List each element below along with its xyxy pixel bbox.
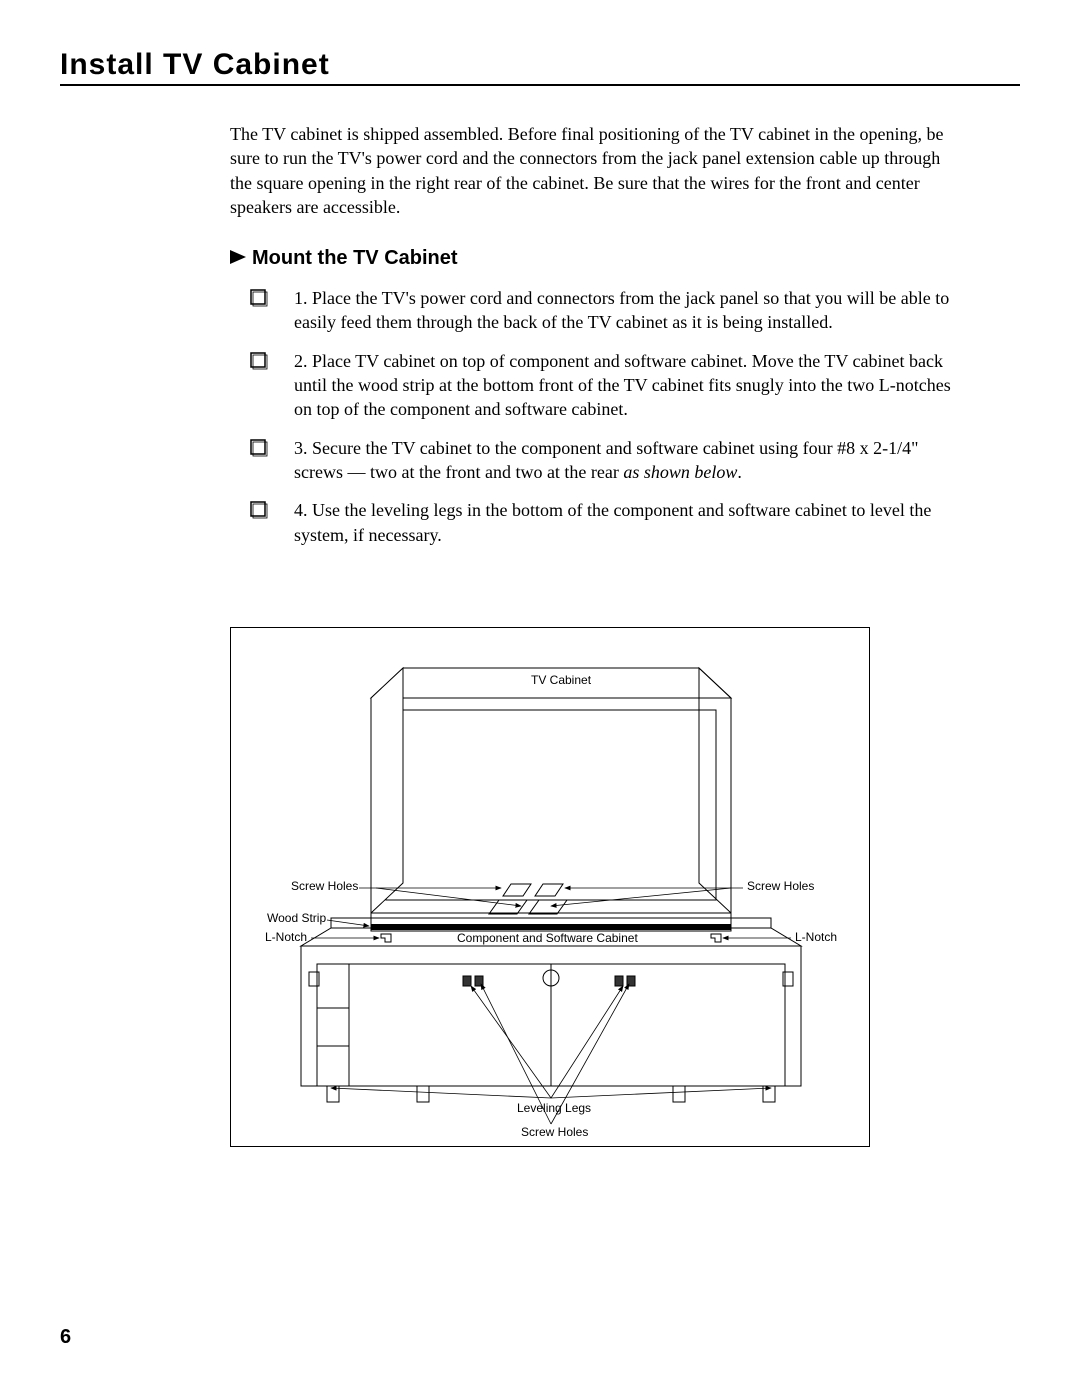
step-text-post: .: [737, 462, 742, 482]
step-text: Place TV cabinet on top of component and…: [294, 351, 951, 420]
checkbox-icon: [250, 501, 268, 525]
checkbox-icon: [250, 289, 268, 313]
step-text: Place the TV's power cord and connectors…: [294, 288, 949, 332]
step-text: Secure the TV cabinet to the component a…: [294, 438, 919, 482]
step-item: 4. Use the leveling legs in the bottom o…: [250, 498, 960, 547]
label-screw-holes-right: Screw Holes: [747, 879, 814, 893]
label-leveling-legs: Leveling Legs: [517, 1101, 591, 1115]
label-component-cabinet: Component and Software Cabinet: [457, 931, 638, 945]
label-screw-holes-left: Screw Holes: [291, 879, 358, 893]
label-l-notch-left: L-Notch: [265, 930, 307, 944]
step-item: 2. Place TV cabinet on top of component …: [250, 349, 960, 422]
arrow-right-icon: [230, 247, 246, 270]
cabinet-diagram: TV Cabinet Screw Holes Screw Holes Wood …: [230, 627, 870, 1147]
step-text-italic: as shown below: [623, 462, 737, 482]
label-screw-holes-bottom: Screw Holes: [521, 1125, 588, 1139]
label-l-notch-right: L-Notch: [795, 930, 837, 944]
step-number: 4.: [294, 500, 308, 520]
intro-paragraph: The TV cabinet is shipped assembled. Bef…: [230, 122, 960, 219]
step-number: 3.: [294, 438, 308, 458]
step-item: 1. Place the TV's power cord and connect…: [250, 286, 960, 335]
subheading: Mount the TV Cabinet: [230, 247, 1020, 270]
subheading-text: Mount the TV Cabinet: [252, 247, 458, 269]
checkbox-icon: [250, 352, 268, 376]
step-number: 1.: [294, 288, 308, 308]
step-number: 2.: [294, 351, 308, 371]
page-number: 6: [60, 1326, 71, 1349]
label-wood-strip: Wood Strip: [267, 911, 326, 925]
step-text: Use the leveling legs in the bottom of t…: [294, 500, 931, 544]
step-item: 3. Secure the TV cabinet to the componen…: [250, 436, 960, 485]
label-tv-cabinet: TV Cabinet: [531, 673, 592, 687]
page-title: Install TV Cabinet: [60, 48, 1020, 86]
checkbox-icon: [250, 439, 268, 463]
steps-list: 1. Place the TV's power cord and connect…: [250, 286, 960, 547]
